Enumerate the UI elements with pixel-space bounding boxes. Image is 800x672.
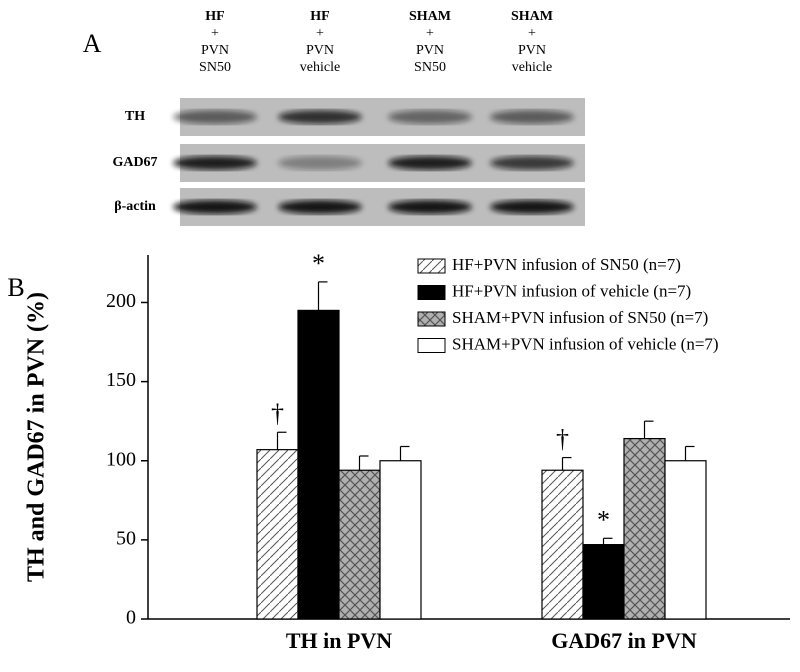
bar <box>664 460 707 620</box>
lane-label: HF <box>310 9 329 24</box>
blot-band <box>173 110 257 124</box>
y-tick-label: 100 <box>106 448 136 470</box>
error-bar <box>317 281 328 311</box>
panel-label: B <box>7 273 24 302</box>
blot-row-label: TH <box>125 109 145 124</box>
y-tick-label: 150 <box>106 369 136 391</box>
lane-label: PVN <box>201 43 229 58</box>
lane-label: PVN <box>416 43 444 58</box>
error-bar <box>643 420 654 439</box>
blot-band <box>388 156 472 170</box>
lane-label: SN50 <box>414 60 446 75</box>
error-bar <box>399 445 410 461</box>
significance-marker: * <box>312 249 325 278</box>
y-tick-label: 200 <box>106 290 136 312</box>
blot-band <box>490 156 574 170</box>
blot-band <box>278 110 362 124</box>
significance-marker: † <box>556 425 569 454</box>
error-bar <box>276 431 287 450</box>
x-tick-label: GAD67 in PVN <box>551 628 697 653</box>
legend-swatch <box>417 311 446 327</box>
blot-band <box>490 110 574 124</box>
lane-label: + <box>426 26 434 41</box>
lane-label: vehicle <box>512 60 552 75</box>
blot-band <box>388 110 472 124</box>
legend-label: HF+PVN infusion of SN50 (n=7) <box>452 255 681 274</box>
bar <box>541 469 584 620</box>
legend-label: SHAM+PVN infusion of SN50 (n=7) <box>452 308 708 327</box>
blot-row-label: GAD67 <box>112 155 157 170</box>
bar <box>623 437 666 620</box>
lane-label: + <box>316 26 324 41</box>
x-tick-label: TH in PVN <box>286 628 392 653</box>
lane-label: SHAM <box>511 9 553 24</box>
error-bar <box>358 455 369 471</box>
lane-label: vehicle <box>300 60 340 75</box>
bar <box>338 469 381 620</box>
bar <box>256 449 299 620</box>
lane-label: PVN <box>518 43 546 58</box>
blot-row-label: β-actin <box>114 199 156 214</box>
legend-swatch <box>417 338 446 353</box>
lane-label: SN50 <box>199 60 231 75</box>
error-bar <box>561 456 572 471</box>
lane-label: + <box>528 26 536 41</box>
bar <box>582 544 625 620</box>
blot-band <box>278 156 362 170</box>
blot-band <box>173 200 257 214</box>
legend-swatch <box>417 258 446 274</box>
blot-band <box>388 200 472 214</box>
y-tick-label: 50 <box>116 527 136 549</box>
lane-label: SHAM <box>409 9 451 24</box>
y-axis-label: TH and GAD67 in PVN (%) <box>24 292 50 582</box>
significance-marker: † <box>271 399 284 428</box>
blot-band <box>490 200 574 214</box>
error-bar <box>684 445 695 461</box>
legend-label: SHAM+PVN infusion of vehicle (n=7) <box>452 334 719 353</box>
lane-label: HF <box>205 9 224 24</box>
blot-band <box>173 156 257 170</box>
error-bar <box>602 537 613 545</box>
bar <box>297 309 340 620</box>
panel-label: A <box>83 29 102 58</box>
legend-label: HF+PVN infusion of vehicle (n=7) <box>452 281 691 300</box>
blot-band <box>278 200 362 214</box>
bar <box>379 460 422 620</box>
lane-label: + <box>211 26 219 41</box>
legend-swatch <box>417 285 446 300</box>
lane-label: PVN <box>306 43 334 58</box>
y-tick-label: 0 <box>126 607 136 629</box>
significance-marker: * <box>597 505 610 534</box>
